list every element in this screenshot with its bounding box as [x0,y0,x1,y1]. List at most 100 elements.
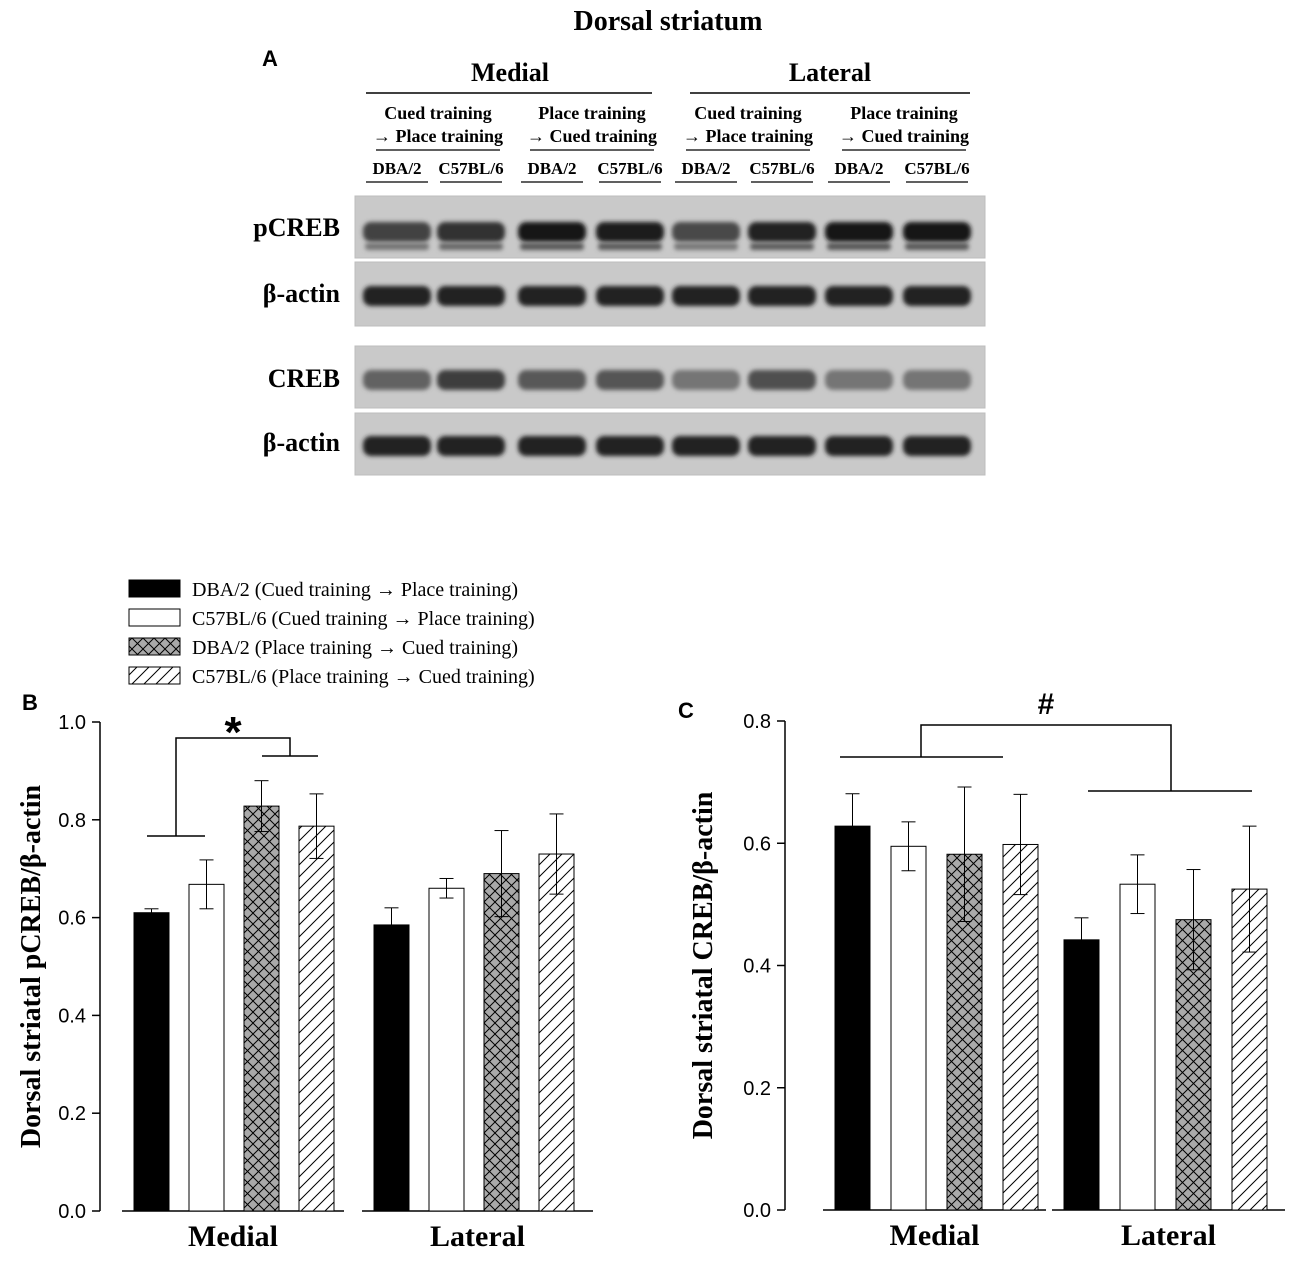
blot-band [903,436,971,456]
significance-bracket [840,724,1252,792]
blot-band [596,370,664,390]
legend-entry: DBA/2 (Cued training → Place training) [192,579,518,601]
blot-band [672,370,740,390]
blot-band [748,370,816,390]
blot-band [748,222,816,242]
bar [834,825,871,1211]
lane-label: DBA/2 [372,159,421,178]
blot-band [437,222,505,242]
western-blot-panel: Medial Lateral Cued training → Place traini… [253,58,986,476]
legend-swatch [128,666,181,685]
y-tick-label: 0.0 [743,1200,771,1222]
y-tick-label: 0.4 [58,1005,86,1027]
lane-label: C57BL/6 [438,159,503,178]
y-tick-label: 0.4 [743,956,771,978]
blot-band [363,286,431,306]
blot-band [437,370,505,390]
panel-a-label: A [262,46,278,71]
condition-label-line1: Cued training [694,103,802,123]
blot-band [518,436,586,456]
legend-entry: DBA/2 (Place training → Cued training) [192,637,518,659]
bar [188,883,225,1212]
blot-band [363,370,431,390]
blot-band-lower [827,243,891,250]
significance-marker: * [224,708,242,757]
blot-region-label: Medial [471,58,549,87]
blot-band [825,222,893,242]
lane-label: DBA/2 [527,159,576,178]
blot-band [596,222,664,242]
lane-label: DBA/2 [834,159,883,178]
panel-label: B [22,690,38,715]
legend-swatch [128,608,181,627]
blot-band [518,286,586,306]
condition-label-line1: Place training [538,103,645,123]
blot-band-lower [439,243,503,250]
bar [298,825,335,1212]
blot-band [437,436,505,456]
bar [1002,843,1039,1211]
blot-band [748,286,816,306]
y-tick-label: 0.2 [743,1078,771,1100]
blot-row-label: β-actin [263,428,341,457]
blot-band [903,222,971,242]
blot-band-lower [905,243,969,250]
y-tick-label: 1.0 [58,712,86,734]
blot-row-label: pCREB [253,213,340,242]
blot-band [596,436,664,456]
blot-band [672,222,740,242]
condition-label-line2: → Place training [373,126,503,146]
legend-entry: C57BL/6 (Cued training → Place training) [192,608,535,630]
condition-label-line2: → Cued training [839,126,969,146]
blot-row-label: CREB [268,364,340,393]
bar [428,887,465,1212]
lane-label: C57BL/6 [597,159,662,178]
legend-swatch [128,637,181,656]
blot-band-lower [674,243,738,250]
blot-band-lower [750,243,814,250]
legend-swatch [128,579,181,598]
blot-band-lower [598,243,662,250]
blot-band [363,436,431,456]
blot-band-lower [365,243,429,250]
blot-band [903,286,971,306]
panel-label: C [678,698,694,723]
bar [1119,883,1156,1211]
condition-label-line1: Place training [850,103,957,123]
condition-label-line2: → Place training [683,126,813,146]
blot-band [596,286,664,306]
bar [373,924,410,1212]
condition-label-line1: Cued training [384,103,492,123]
chart-c: C 0.0 0.2 0.4 0.6 0.8 Dorsal striatal CREB/β-a… [678,688,1285,1252]
bar [483,873,520,1212]
figure-title: Dorsal striatum [574,6,763,37]
y-tick-label: 0.8 [58,810,86,832]
blot-band [903,370,971,390]
chart-b: B 0.0 0.2 0.4 0.6 0.8 1.0 Dorsal striatal pCREB… [16,690,593,1253]
blot-band [363,222,431,242]
condition-label-line2: → Cued training [527,126,657,146]
blot-band [672,286,740,306]
blot-band [825,286,893,306]
y-tick-label: 0.0 [58,1201,86,1223]
blot-band [672,436,740,456]
x-category-label: Lateral [430,1220,525,1253]
blot-band [748,436,816,456]
x-category-label: Lateral [1121,1219,1216,1252]
legend: DBA/2 (Cued training → Place training) C5… [128,579,535,688]
y-tick-label: 0.6 [58,908,86,930]
blot-band [825,436,893,456]
x-category-label: Medial [188,1220,278,1253]
bar [890,845,927,1211]
y-tick-label: 0.2 [58,1103,86,1125]
bar [538,853,575,1212]
bar [243,805,280,1212]
y-axis-label: Dorsal striatal CREB/β-actin [688,791,719,1139]
blot-band [437,286,505,306]
bar [1063,939,1100,1211]
legend-entry: C57BL/6 (Place training → Cued training) [192,666,535,688]
x-category-label: Medial [890,1219,980,1252]
y-tick-label: 0.6 [743,833,771,855]
blot-row-label: β-actin [263,279,341,308]
